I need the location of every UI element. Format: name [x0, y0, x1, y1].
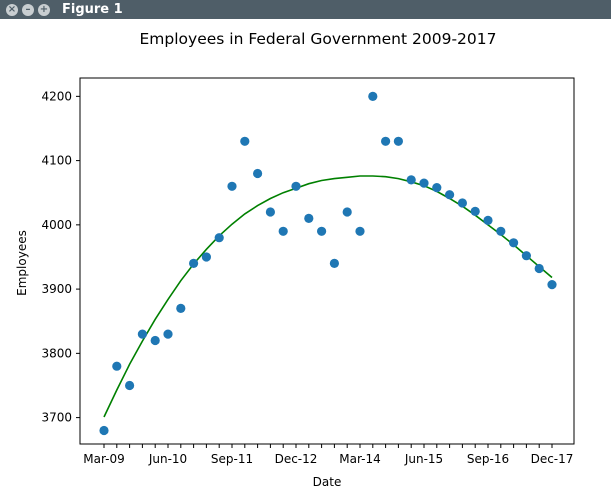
data-point	[381, 136, 391, 146]
minimize-icon[interactable]: –	[22, 3, 34, 16]
data-point	[240, 136, 250, 146]
data-point	[419, 178, 429, 188]
data-point	[201, 252, 211, 262]
data-point	[278, 226, 288, 236]
data-point	[393, 136, 403, 146]
trend-line	[103, 175, 553, 418]
data-point	[99, 425, 109, 436]
x-tick-label: Jun-15	[404, 452, 443, 466]
data-point	[227, 181, 237, 191]
data-point	[176, 303, 186, 313]
data-point	[291, 181, 301, 191]
data-point	[150, 335, 160, 346]
data-point	[125, 380, 135, 391]
y-tick-label: 3700	[41, 411, 72, 425]
data-point	[445, 190, 455, 200]
plot-area	[79, 77, 575, 445]
figure-canvas: Employees in Federal Government 2009-201…	[15, 30, 575, 489]
data-point	[368, 91, 378, 101]
x-tick-label: Dec-12	[275, 452, 318, 466]
x-tick-label: Mar-14	[339, 452, 380, 466]
data-point	[329, 258, 339, 268]
data-point	[265, 207, 275, 217]
close-icon[interactable]: ×	[6, 3, 18, 16]
x-axis-label: Date	[313, 475, 342, 489]
x-axis: Mar-09 Jun-10 Sep-11 Dec-12 Mar-14 Jun-15 Sep-…	[83, 444, 573, 466]
chart-title: Employees in Federal Government 2009-201…	[140, 30, 497, 48]
y-tick-label: 3800	[41, 346, 72, 360]
data-point	[137, 329, 147, 339]
y-tick-label: 3900	[41, 282, 72, 296]
data-point	[547, 280, 557, 290]
data-point	[457, 198, 467, 208]
data-point	[189, 258, 199, 268]
y-tick-label: 4100	[41, 154, 72, 168]
data-point	[304, 213, 314, 223]
data-point	[214, 233, 224, 243]
trend-line-series	[103, 175, 553, 418]
data-point	[406, 175, 416, 185]
data-point	[534, 263, 544, 274]
x-tick-label: Sep-16	[467, 452, 509, 466]
data-point	[317, 226, 327, 236]
data-point	[483, 215, 493, 225]
window-titlebar: × – + Figure 1	[0, 0, 611, 19]
data-point	[508, 238, 519, 248]
x-tick-label: Sep-11	[211, 452, 253, 466]
y-tick-label: 4200	[41, 89, 72, 103]
x-tick-label: Mar-09	[83, 452, 124, 466]
y-axis: 3700 3800 3900 4000 4100 4200	[41, 89, 80, 425]
x-tick-label: Dec-17	[531, 452, 574, 466]
scatter-series	[99, 91, 557, 436]
data-point	[253, 168, 263, 179]
data-point	[163, 329, 173, 339]
maximize-icon[interactable]: +	[38, 3, 50, 16]
y-axis-label: Employees	[15, 230, 29, 296]
data-point	[470, 206, 480, 216]
data-point	[496, 226, 506, 236]
y-tick-label: 4000	[41, 218, 72, 232]
data-point	[521, 251, 532, 261]
data-point	[342, 207, 352, 217]
data-point	[355, 226, 365, 236]
data-point	[432, 183, 442, 193]
x-tick-label: Jun-10	[148, 452, 187, 466]
data-point	[112, 361, 122, 371]
window-title: Figure 1	[62, 2, 123, 17]
